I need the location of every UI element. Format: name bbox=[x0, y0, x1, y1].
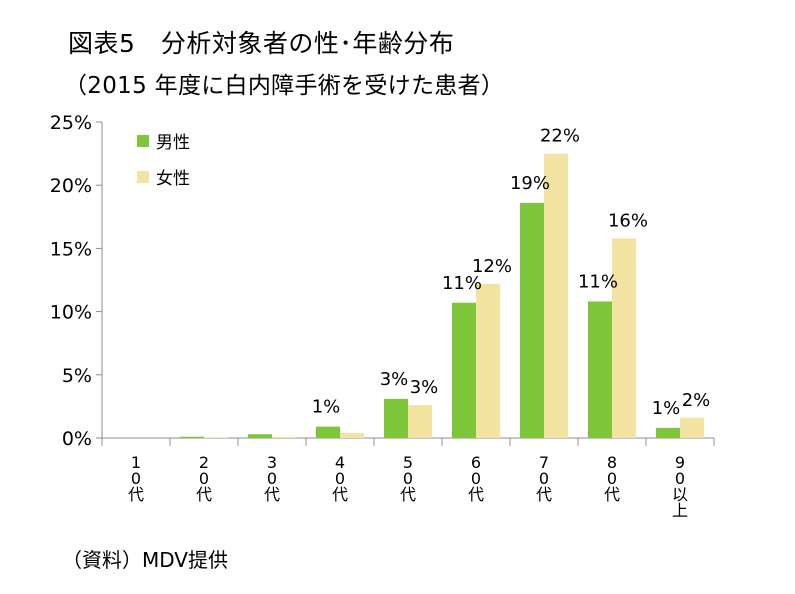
bar-female bbox=[408, 405, 432, 438]
data-label-female: 12% bbox=[472, 256, 512, 277]
x-tick-label: 6 bbox=[471, 453, 481, 472]
x-tick-label: 代 bbox=[468, 485, 484, 504]
bar-female bbox=[612, 238, 636, 438]
x-tick-label: 2 bbox=[199, 453, 209, 472]
legend-swatch-female bbox=[137, 171, 149, 183]
x-tick-label: 1 bbox=[131, 453, 141, 472]
data-label-male: 19% bbox=[510, 173, 550, 194]
bar-female bbox=[680, 417, 704, 438]
legend-swatch-male bbox=[137, 135, 149, 147]
bar-male bbox=[656, 427, 680, 438]
x-tick-label: 4 bbox=[335, 453, 345, 472]
x-tick-label: 上 bbox=[672, 501, 688, 520]
data-label-female: 3% bbox=[410, 377, 439, 398]
x-tick-label: 0 bbox=[335, 469, 345, 488]
bar-female bbox=[340, 432, 364, 438]
x-tick-label: 代 bbox=[536, 485, 552, 504]
y-tick-label: 0% bbox=[62, 428, 92, 450]
x-tick-label: 8 bbox=[607, 453, 617, 472]
legend-label-male: 男性 bbox=[156, 133, 190, 153]
x-tick-label: 7 bbox=[539, 453, 549, 472]
x-tick-label: 代 bbox=[400, 485, 416, 504]
data-label-female: 16% bbox=[608, 210, 648, 231]
y-tick-label: 15% bbox=[50, 238, 92, 260]
y-tick-label: 5% bbox=[62, 365, 92, 387]
y-tick-label: 25% bbox=[50, 112, 92, 134]
x-tick-label: 0 bbox=[199, 469, 209, 488]
x-tick-label: 0 bbox=[267, 469, 277, 488]
x-tick-label: 代 bbox=[196, 485, 212, 504]
source-note: （資料）MDV提供 bbox=[62, 548, 228, 572]
data-label-female: 22% bbox=[540, 126, 580, 147]
bar-female bbox=[204, 437, 228, 438]
legend-label-female: 女性 bbox=[156, 169, 190, 189]
bar-male bbox=[384, 398, 408, 438]
data-label-male: 1% bbox=[312, 397, 341, 418]
chart-subtitle: （2015 年度に白内障手術を受けた患者） bbox=[64, 73, 505, 99]
x-tick-label: 0 bbox=[675, 469, 685, 488]
bar-female bbox=[476, 283, 500, 438]
bar-male bbox=[180, 436, 204, 438]
x-tick-label: 9 bbox=[675, 453, 685, 472]
bar-female bbox=[544, 153, 568, 438]
x-tick-label: 0 bbox=[471, 469, 481, 488]
bar-female bbox=[272, 436, 296, 438]
data-label-male: 11% bbox=[442, 273, 482, 294]
x-tick-label: 0 bbox=[539, 469, 549, 488]
x-tick-label: 0 bbox=[131, 469, 141, 488]
x-tick-label: 代 bbox=[604, 485, 620, 504]
x-tick-label: 5 bbox=[403, 453, 413, 472]
x-tick-label: 代 bbox=[332, 485, 348, 504]
x-tick-label: 3 bbox=[267, 453, 277, 472]
bar-male bbox=[520, 202, 544, 438]
data-label-male: 11% bbox=[578, 271, 618, 292]
bar-male bbox=[316, 426, 340, 438]
data-label-male: 1% bbox=[652, 398, 681, 419]
bar-male bbox=[248, 434, 272, 438]
bar-male bbox=[452, 302, 476, 438]
bar-male bbox=[588, 301, 612, 438]
y-tick-label: 10% bbox=[50, 302, 92, 324]
x-tick-label: 以 bbox=[672, 485, 688, 504]
y-tick-label: 20% bbox=[50, 175, 92, 197]
x-tick-label: 0 bbox=[607, 469, 617, 488]
x-tick-label: 代 bbox=[128, 485, 144, 504]
chart-title: 図表5 分析対象者の性･年齢分布 bbox=[68, 29, 455, 58]
x-tick-label: 0 bbox=[403, 469, 413, 488]
x-tick-label: 代 bbox=[264, 485, 280, 504]
data-label-male: 3% bbox=[380, 369, 409, 390]
data-label-female: 2% bbox=[682, 390, 711, 411]
